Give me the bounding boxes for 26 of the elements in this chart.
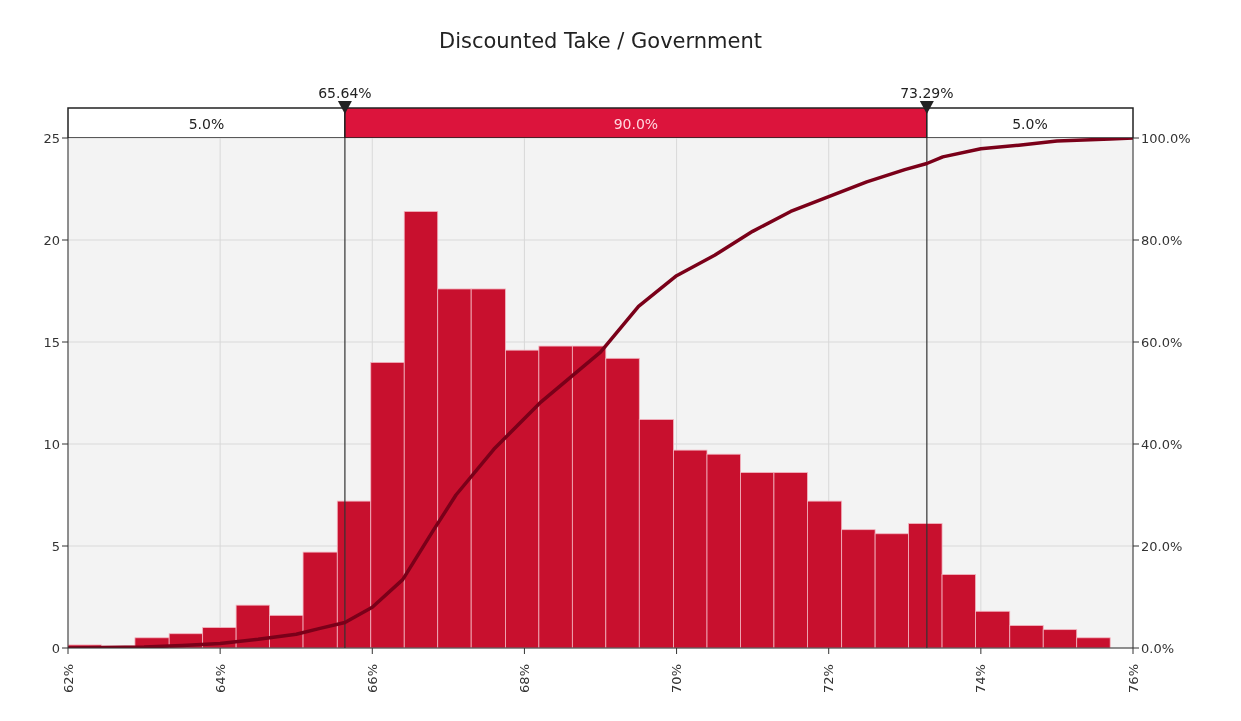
x-tick-label: 68% [516,664,532,693]
text: 5.0% [1012,116,1048,132]
y2-tick-label: 60.0% [1141,334,1183,350]
y2-tick-label: 20.0% [1141,538,1183,554]
x-tick-label: 72% [821,664,837,693]
y-tick-label: 0 [51,640,60,656]
x-tick-label: 64% [212,664,228,693]
text: 90.0% [613,116,659,132]
y2-tick-label: 100.0% [1141,130,1191,146]
y2-tick-label: 0.0% [1141,640,1175,656]
y2-tick-label: 80.0% [1141,232,1183,248]
y-tick-label: 10 [43,436,60,452]
text: 5.0% [188,116,225,132]
x-tick-label: 70% [669,664,685,693]
y-tick-label: 5 [51,538,60,554]
x-tick-label: 74% [973,664,989,693]
y-tick-label: 25 [43,130,60,146]
y-tick-label: 15 [43,334,60,350]
x-tick-label: 76% [1125,664,1141,693]
ref-line-label: 73.29% [900,85,954,101]
x-tick-label: 66% [364,664,380,693]
ref-line-label: 65.64% [318,85,372,101]
y-tick-label: 20 [43,232,60,248]
y2-tick-label: 40.0% [1141,436,1183,452]
x-tick-label: 62% [60,664,76,693]
chart-title: Discounted Take / Government [438,29,763,53]
